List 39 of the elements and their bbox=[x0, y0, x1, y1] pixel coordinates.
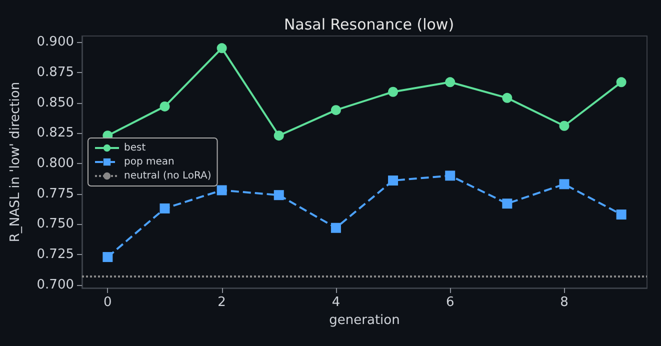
point bbox=[388, 176, 398, 186]
point bbox=[216, 43, 227, 54]
x-tick-label: 2 bbox=[218, 295, 226, 310]
point bbox=[274, 190, 284, 200]
point bbox=[445, 77, 456, 88]
legend-label: pop mean bbox=[124, 156, 174, 168]
point bbox=[445, 170, 456, 181]
x-tick-label: 4 bbox=[332, 295, 340, 310]
legend-label: neutral (no LoRA) bbox=[124, 170, 212, 182]
x-tick-label: 8 bbox=[560, 295, 568, 310]
y-tick-label: 0.825 bbox=[36, 126, 74, 141]
point bbox=[274, 130, 284, 141]
point bbox=[616, 77, 626, 88]
y-tick-label: 0.850 bbox=[36, 95, 74, 110]
point bbox=[160, 203, 170, 214]
y-tick-label: 0.775 bbox=[36, 186, 74, 202]
point bbox=[160, 101, 170, 112]
point bbox=[330, 222, 341, 233]
point bbox=[330, 105, 341, 116]
x-tick-label: 6 bbox=[446, 295, 454, 310]
y-tick-label: 0.800 bbox=[36, 156, 74, 172]
y-tick-label: 0.875 bbox=[36, 64, 74, 80]
y-tick-label: 0.750 bbox=[36, 216, 74, 232]
y-axis-title: R_NASL in 'low' direction bbox=[8, 82, 23, 242]
x-tick-label: 0 bbox=[104, 295, 112, 310]
point bbox=[616, 210, 626, 220]
point bbox=[388, 86, 398, 97]
point bbox=[559, 179, 570, 190]
point bbox=[502, 92, 512, 103]
point bbox=[216, 185, 227, 196]
legend-label: best bbox=[124, 142, 146, 154]
y-tick-label: 0.725 bbox=[36, 247, 74, 262]
y-tick-label: 0.900 bbox=[36, 34, 74, 50]
chart-title: Nasal Resonance (low) bbox=[284, 16, 454, 34]
point bbox=[502, 198, 512, 209]
point bbox=[559, 120, 570, 131]
point bbox=[102, 252, 113, 262]
y-tick-label: 0.700 bbox=[36, 277, 74, 292]
x-axis-title: generation bbox=[329, 313, 400, 328]
